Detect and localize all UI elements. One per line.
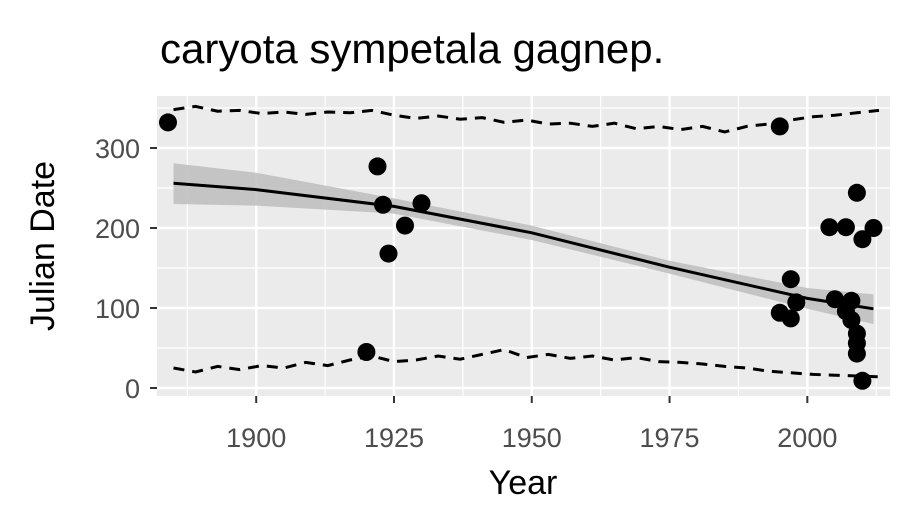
data-point <box>770 117 789 136</box>
confidence-band <box>173 163 874 324</box>
x-tick-label: 2000 <box>777 423 837 453</box>
data-point <box>820 218 839 237</box>
x-tick-label: 1900 <box>226 423 286 453</box>
data-point <box>781 270 800 289</box>
chart-title: caryota sympetala gagnep. <box>160 25 664 72</box>
data-point <box>368 157 387 176</box>
data-point <box>842 311 861 329</box>
x-tick-labels: 1900 1925 1950 1975 2000 <box>226 423 837 453</box>
data-point <box>781 309 800 328</box>
trend-line <box>173 181 874 311</box>
data-point <box>864 219 883 237</box>
upper-dashed-line <box>173 104 880 134</box>
data-point <box>847 183 866 202</box>
y-tick-label: 0 <box>125 374 140 404</box>
confidence-band-area <box>173 163 874 324</box>
data-point <box>159 113 177 132</box>
data-point <box>853 371 872 390</box>
x-axis-title: Year <box>489 464 558 502</box>
x-tick-label: 1975 <box>640 423 700 453</box>
data-point <box>379 244 398 263</box>
y-tick-labels: 0 100 200 300 <box>95 134 140 404</box>
data-point <box>787 293 806 312</box>
trend-line-path <box>173 181 874 311</box>
axis-ticks <box>150 147 809 403</box>
data-points <box>159 113 883 390</box>
data-point <box>374 195 392 214</box>
data-point <box>836 218 855 237</box>
data-point <box>853 230 872 249</box>
y-tick-label: 300 <box>95 134 140 164</box>
data-point <box>842 291 861 310</box>
y-axis-title: Julian Date <box>24 161 62 331</box>
y-tick-label: 200 <box>95 214 140 244</box>
data-point <box>396 216 414 235</box>
data-point <box>357 343 376 361</box>
plot-panel <box>157 96 890 396</box>
data-point <box>847 344 866 363</box>
minor-gridlines <box>157 96 890 396</box>
lower-dashed-line <box>173 348 880 379</box>
y-tick-label: 100 <box>95 294 140 324</box>
x-tick-label: 1925 <box>364 423 424 453</box>
data-point <box>825 290 844 309</box>
data-point <box>412 194 431 213</box>
dashed-limit-lines <box>173 104 880 379</box>
x-tick-label: 1950 <box>502 423 562 453</box>
